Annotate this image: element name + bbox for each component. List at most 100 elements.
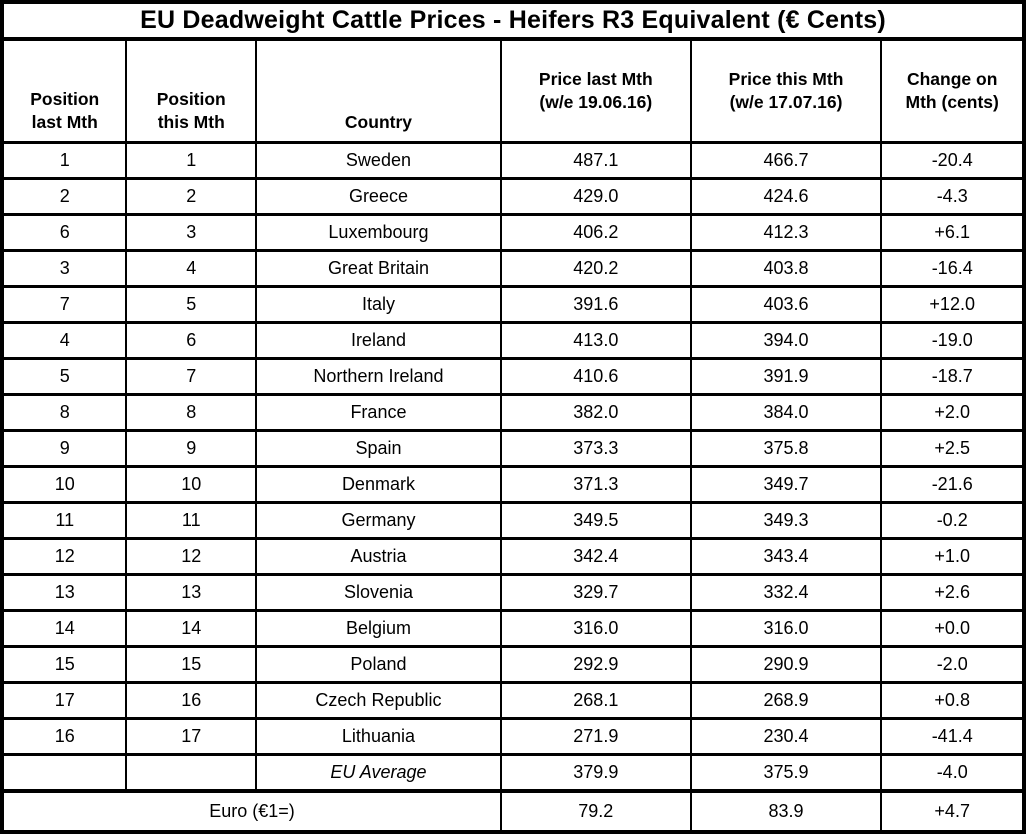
price-this-cell: 403.8 [689,249,883,288]
position-this-cell: 9 [125,429,257,468]
change-cell: +1.0 [880,537,1025,576]
table-row: 6 3 Luxembourg 406.2 412.3 +6.1 [0,213,1025,252]
price-last-cell: 413.0 [499,321,692,360]
table-row: 9 9 Spain 373.3 375.8 +2.5 [0,429,1025,468]
country-cell: Spain [254,429,502,468]
country-cell: Ireland [254,321,502,360]
price-last-cell: 487.1 [499,141,692,180]
position-last-cell: 3 [0,249,128,288]
table-row: 4 6 Ireland 413.0 394.0 -19.0 [0,321,1025,360]
country-cell: Lithuania [254,717,502,756]
col-header-price-last-mth: Price last Mth (w/e 19.06.16) [499,37,692,144]
position-this-cell: 6 [125,321,257,360]
position-last-cell: 10 [0,465,128,504]
price-last-cell: 349.5 [499,501,692,540]
position-this-cell: 1 [125,141,257,180]
price-this-cell: 83.9 [689,789,883,834]
euro-row: Euro (€1=) 79.2 83.9 +4.7 [1,789,1025,834]
table-row: 13 13 Slovenia 329.7 332.4 +2.6 [0,573,1025,612]
change-cell: -19.0 [880,321,1025,360]
change-cell: -16.4 [880,249,1025,288]
country-cell: Poland [254,645,502,684]
position-this-cell: 15 [125,645,257,684]
position-this-cell: 16 [125,681,257,720]
country-cell: Greece [254,177,502,216]
position-last-cell [0,753,128,793]
position-this-cell [125,753,257,793]
price-last-cell: 342.4 [499,537,692,576]
table-row: 11 11 Germany 349.5 349.3 -0.2 [0,501,1025,540]
position-last-cell: 7 [0,285,128,324]
change-cell: +0.0 [880,609,1025,648]
change-cell: +2.0 [880,393,1025,432]
position-last-cell: 11 [0,501,128,540]
eu-average-row: EU Average 379.9 375.9 -4.0 [0,753,1025,793]
country-cell: Slovenia [254,573,502,612]
col-header-change-on-mth: Change on Mth (cents) [880,37,1025,144]
price-last-cell: 420.2 [499,249,692,288]
table-row: 8 8 France 382.0 384.0 +2.0 [0,393,1025,432]
position-this-cell: 10 [125,465,257,504]
price-this-cell: 230.4 [689,717,883,756]
price-this-cell: 384.0 [689,393,883,432]
position-this-cell: 5 [125,285,257,324]
euro-label: Euro (€1=) [1,789,502,834]
price-this-cell: 424.6 [689,177,883,216]
position-last-cell: 6 [0,213,128,252]
country-cell: Austria [254,537,502,576]
position-last-cell: 2 [0,177,128,216]
table-row: 2 2 Greece 429.0 424.6 -4.3 [0,177,1025,216]
table-title: EU Deadweight Cattle Prices - Heifers R3… [1,0,1025,41]
table-row: 5 7 Northern Ireland 410.6 391.9 -18.7 [0,357,1025,396]
price-this-cell: 349.3 [689,501,883,540]
position-this-cell: 11 [125,501,257,540]
price-this-cell: 375.9 [689,753,883,793]
position-last-cell: 17 [0,681,128,720]
position-this-cell: 17 [125,717,257,756]
col-header-country: Country [254,37,502,144]
country-cell: Sweden [254,141,502,180]
country-cell: Northern Ireland [254,357,502,396]
country-cell: Czech Republic [254,681,502,720]
position-last-cell: 13 [0,573,128,612]
price-this-cell: 316.0 [689,609,883,648]
price-this-cell: 394.0 [689,321,883,360]
table-row: 12 12 Austria 342.4 343.4 +1.0 [0,537,1025,576]
price-last-cell: 292.9 [499,645,692,684]
change-cell: +4.7 [880,789,1025,834]
price-this-cell: 343.4 [689,537,883,576]
price-last-cell: 410.6 [499,357,692,396]
col-header-position-this-mth: Position this Mth [125,37,257,144]
title-row: EU Deadweight Cattle Prices - Heifers R3… [1,0,1025,41]
price-this-cell: 391.9 [689,357,883,396]
position-last-cell: 12 [0,537,128,576]
table-row: 16 17 Lithuania 271.9 230.4 -41.4 [0,717,1025,756]
position-this-cell: 2 [125,177,257,216]
price-this-cell: 290.9 [689,645,883,684]
table-head: EU Deadweight Cattle Prices - Heifers R3… [0,0,1025,144]
change-cell: +0.8 [880,681,1025,720]
col-header-position-last-mth: Position last Mth [0,37,128,144]
country-cell: Great Britain [254,249,502,288]
position-this-cell: 13 [125,573,257,612]
eu-average-label: EU Average [254,753,502,793]
price-last-cell: 268.1 [499,681,692,720]
price-last-cell: 271.9 [499,717,692,756]
country-cell: Belgium [254,609,502,648]
table-row: 14 14 Belgium 316.0 316.0 +0.0 [0,609,1025,648]
change-cell: +6.1 [880,213,1025,252]
change-cell: -0.2 [880,501,1025,540]
change-cell: -18.7 [880,357,1025,396]
price-last-cell: 379.9 [499,753,692,793]
column-header-row: Position last Mth Position this Mth Coun… [0,37,1025,144]
change-cell: -21.6 [880,465,1025,504]
table-row: 7 5 Italy 391.6 403.6 +12.0 [0,285,1025,324]
change-cell: -4.3 [880,177,1025,216]
price-this-cell: 349.7 [689,465,883,504]
change-cell: +2.5 [880,429,1025,468]
change-cell: +2.6 [880,573,1025,612]
position-this-cell: 4 [125,249,257,288]
position-this-cell: 14 [125,609,257,648]
position-last-cell: 9 [0,429,128,468]
